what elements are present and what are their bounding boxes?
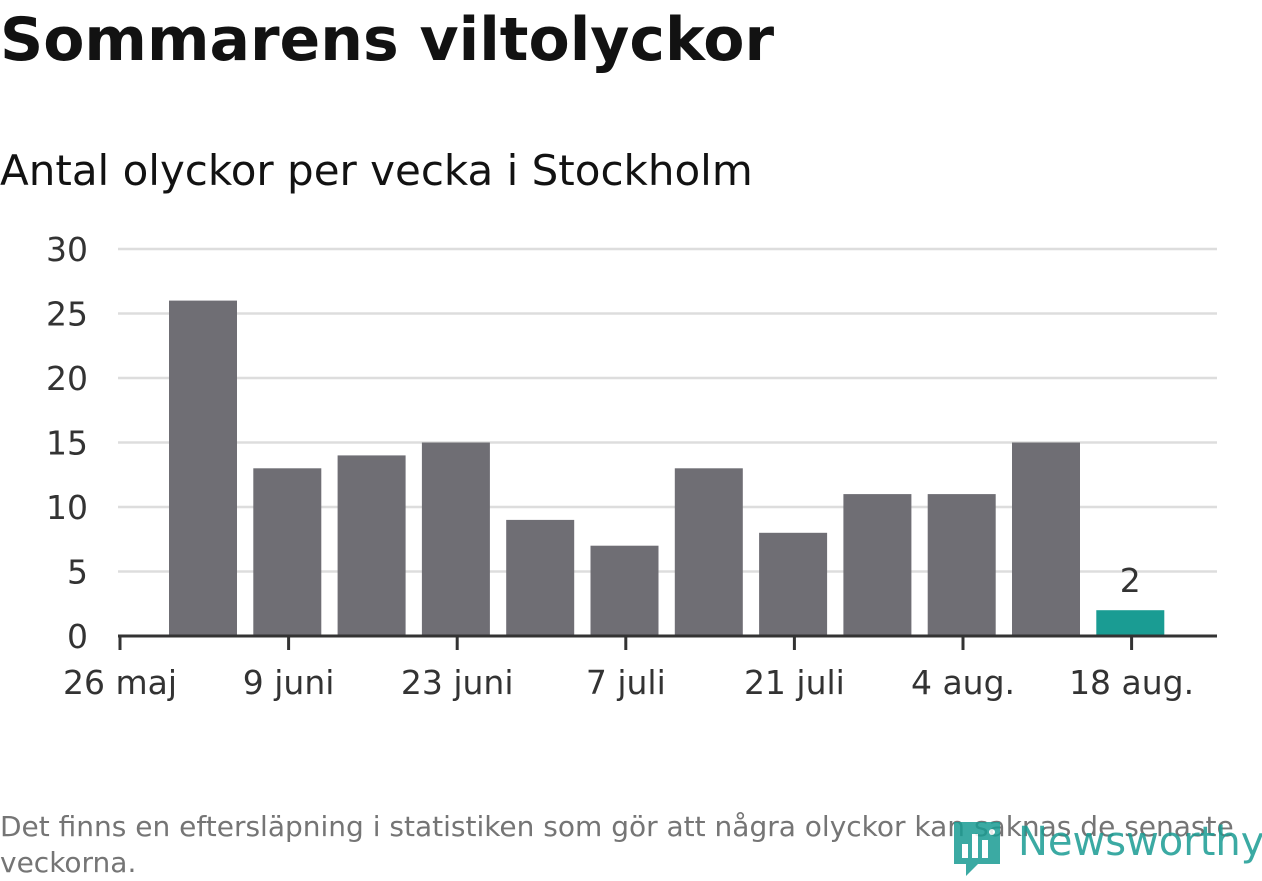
footnote: Det finns en eftersläpning i statistiken… xyxy=(0,810,1234,879)
bar-18-aug- xyxy=(1096,610,1165,636)
logo-text: Newsworthy xyxy=(1018,819,1262,865)
chart-subtitle: Antal olyckor per vecka i Stockholm xyxy=(0,146,753,195)
bar-4-aug- xyxy=(927,494,996,636)
y-tick-label: 10 xyxy=(46,488,88,527)
x-tick-label: 7 juli xyxy=(586,663,666,702)
y-axis-labels: 0 5 10 15 20 25 30 xyxy=(46,230,88,656)
y-tick-label: 5 xyxy=(67,553,88,592)
x-tick-label: 18 aug. xyxy=(1069,663,1194,702)
x-axis-labels: 26 maj 9 juni 23 juni 7 juli 21 juli 4 aug. 18… xyxy=(63,663,1194,702)
newsworthy-logo: Newsworthy xyxy=(948,812,1262,879)
bar-7-juli xyxy=(590,545,659,636)
bar-16-juni xyxy=(337,455,406,636)
newsworthy-logo-icon xyxy=(954,822,1000,876)
x-tick-label: 26 maj xyxy=(63,663,177,702)
bar-14-juli xyxy=(674,468,743,636)
y-tick-label: 15 xyxy=(46,424,88,463)
bar-23-juni xyxy=(421,442,490,636)
y-tick-label: 30 xyxy=(46,230,88,269)
bar-30-juni xyxy=(506,519,575,636)
x-tick-label: 21 juli xyxy=(744,663,845,702)
y-tick-label: 25 xyxy=(46,295,88,334)
y-tick-label: 0 xyxy=(67,617,88,656)
data-label: 2 xyxy=(1120,561,1141,600)
x-axis xyxy=(118,634,1217,650)
bar-21-juli xyxy=(759,532,828,636)
x-tick-label: 23 juni xyxy=(401,663,514,702)
bar-28-juli xyxy=(843,494,912,636)
bar-2-juni xyxy=(169,300,237,636)
x-tick-label: 9 juni xyxy=(243,663,335,702)
chart-title: Sommarens viltolyckor xyxy=(0,5,775,75)
y-tick-label: 20 xyxy=(46,359,88,398)
bars xyxy=(169,300,1165,636)
bar-11-aug- xyxy=(1012,442,1080,636)
x-tick-label: 4 aug. xyxy=(911,663,1015,702)
data-labels: 2 xyxy=(1120,561,1141,600)
bar-9-juni xyxy=(253,468,322,636)
